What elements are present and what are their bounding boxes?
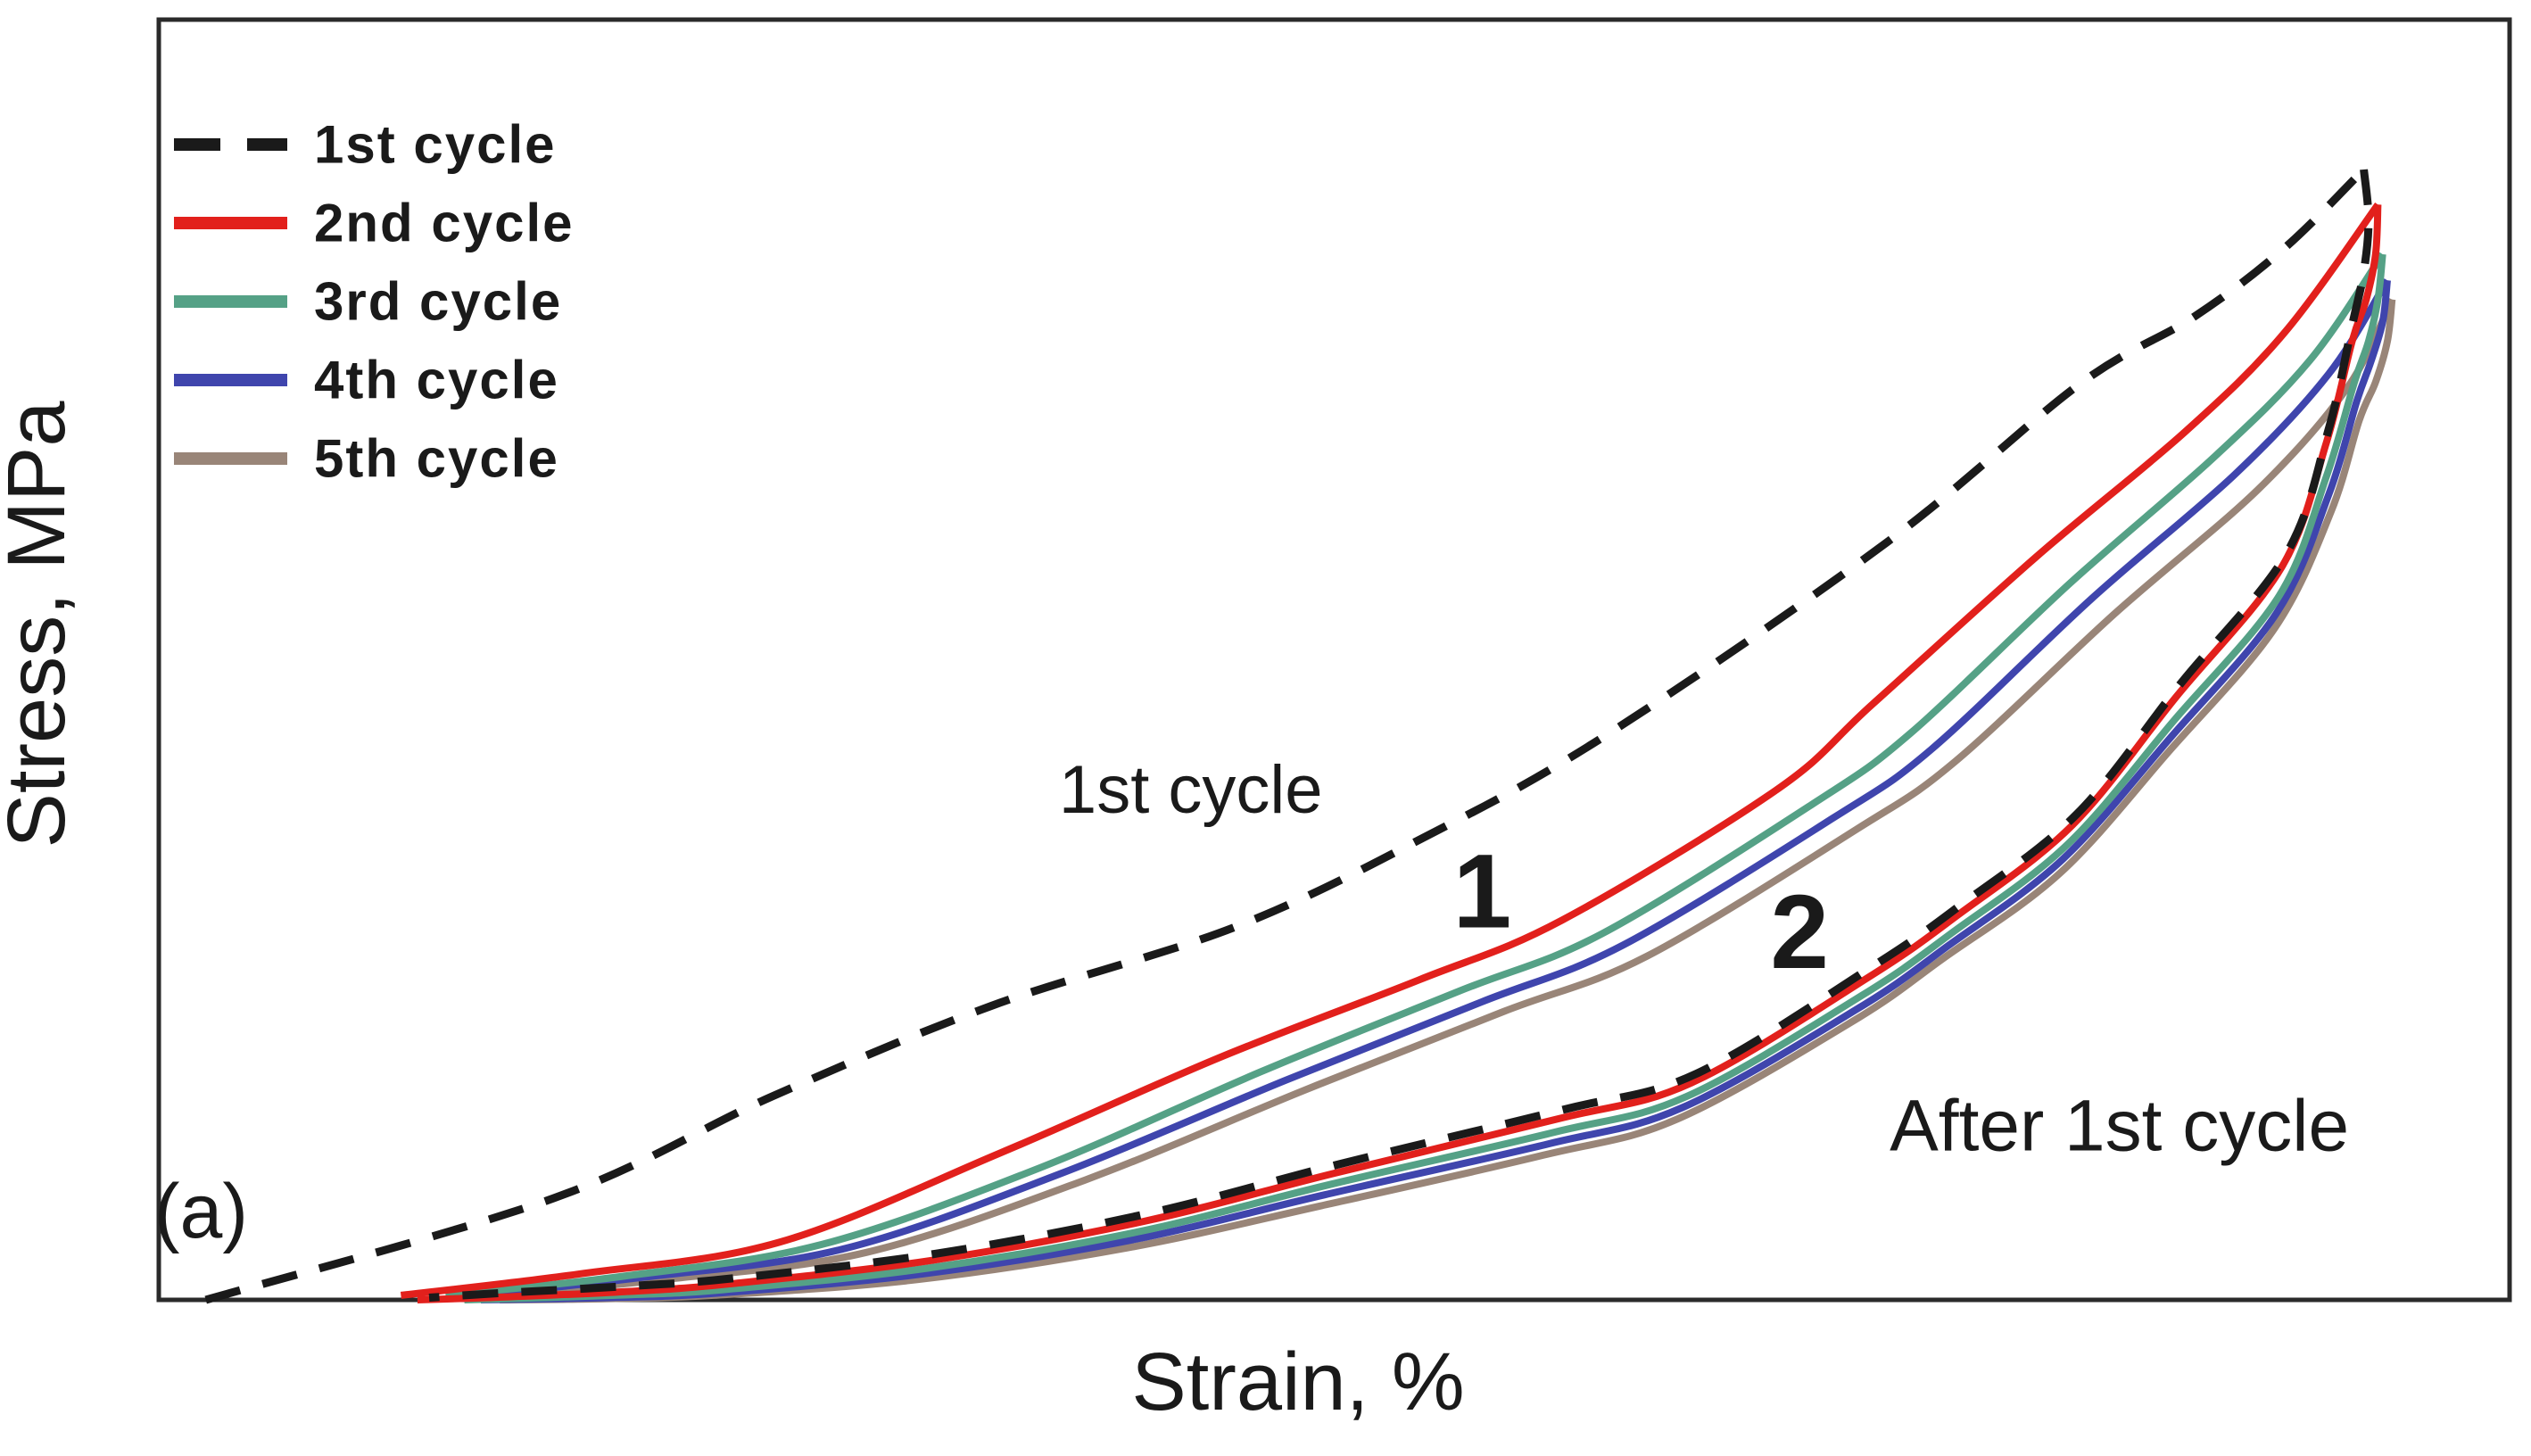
- panel-label: (a): [154, 1169, 248, 1254]
- legend-item-1st-cycle: 1st cycle: [174, 115, 557, 175]
- curve-1st-cycle-unloading: [428, 169, 2373, 1302]
- curve-4th-cycle-loading: [464, 278, 2391, 1301]
- curve-2nd-cycle-loading: [400, 202, 2381, 1299]
- legend-label-2nd-cycle: 2nd cycle: [314, 194, 575, 253]
- legend-item-5th-cycle: 5th cycle: [174, 429, 559, 489]
- curve-2nd-cycle-unloading: [417, 204, 2382, 1303]
- legend-label-1st-cycle: 1st cycle: [314, 115, 557, 175]
- curve-5th-cycle-loading: [484, 297, 2395, 1301]
- y-axis-label: Stress, MPa: [0, 401, 82, 848]
- legend-item-2nd-cycle: 2nd cycle: [174, 194, 575, 253]
- legend-label-5th-cycle: 5th cycle: [314, 429, 559, 489]
- annotations: 1st cycle 1 2 After 1st cycle (a): [154, 752, 2349, 1254]
- annotation-loop-2: 2: [1770, 873, 1829, 991]
- legend: 1st cycle 2nd cycle 3rd cycle 4th cycle …: [174, 115, 575, 489]
- legend-item-4th-cycle: 4th cycle: [174, 351, 559, 410]
- curves: [204, 166, 2396, 1304]
- legend-item-3rd-cycle: 3rd cycle: [174, 272, 562, 332]
- annotation-1st-cycle: 1st cycle: [1059, 752, 1323, 828]
- plot-frame: [156, 17, 2512, 1303]
- curve-3rd-cycle-unloading: [464, 253, 2386, 1303]
- curve-1st-cycle-loading: [204, 166, 2367, 1304]
- legend-label-3rd-cycle: 3rd cycle: [314, 272, 562, 332]
- x-axis-label: Strain, %: [1131, 1336, 1464, 1427]
- curve-4th-cycle-unloading: [480, 279, 2391, 1303]
- legend-label-4th-cycle: 4th cycle: [314, 351, 559, 410]
- curve-5th-cycle-unloading: [500, 299, 2396, 1303]
- annotation-loop-1: 1: [1453, 833, 1512, 951]
- annotation-after-1st-cycle: After 1st cycle: [1890, 1085, 2349, 1166]
- curve-3rd-cycle-loading: [445, 252, 2386, 1299]
